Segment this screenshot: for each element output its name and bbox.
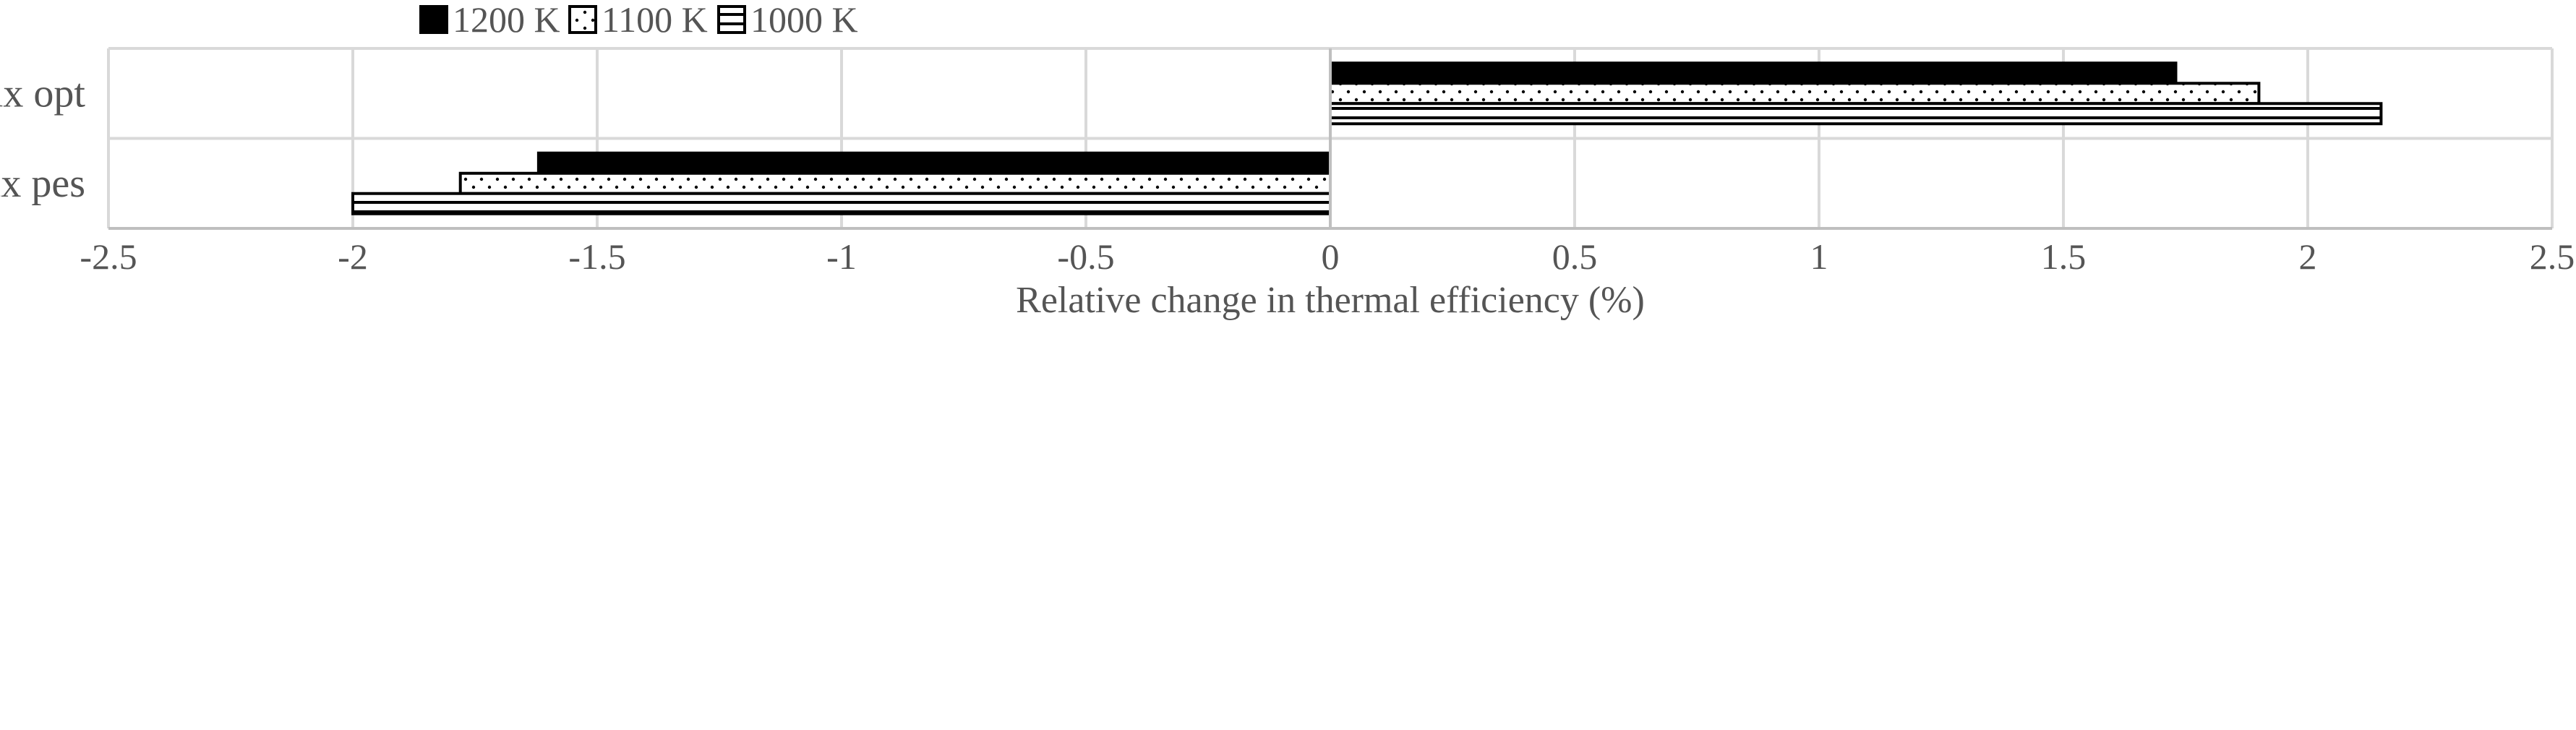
category-label: Mix opt (0, 71, 85, 116)
x-tick-label: -2 (338, 236, 368, 277)
x-tick-label: -1 (826, 236, 857, 277)
bar-1200-k-mix-opt (1329, 61, 2178, 85)
x-tick-label: 1 (1810, 236, 1828, 277)
x-tick-label: 2 (2299, 236, 2317, 277)
legend-label: 1100 K (602, 0, 708, 40)
x-tick-label: 1.5 (2041, 236, 2087, 277)
bar-1000-k-mix-opt (1329, 102, 2383, 126)
legend-label: 1200 K (453, 0, 560, 40)
legend-label: 1000 K (750, 0, 858, 40)
legend-swatch (419, 5, 448, 34)
x-tick-label: -0.5 (1057, 236, 1114, 277)
legend-swatch (717, 5, 746, 34)
x-tick-label: 0.5 (1552, 236, 1598, 277)
x-tick-label: -1.5 (568, 236, 625, 277)
x-axis-title: Relative change in thermal efficiency (%… (1016, 280, 1645, 321)
category-label: Mix pes (0, 161, 85, 206)
x-tick-label: 0 (1322, 236, 1340, 277)
x-tick-label: 2.5 (2530, 236, 2575, 277)
x-tick-label: -2.5 (80, 236, 137, 277)
bar-1100-k-mix-opt (1329, 82, 2261, 106)
bar-1000-k-mix-pes (351, 192, 1332, 215)
legend-swatch (568, 5, 597, 34)
bar-1200-k-mix-pes (536, 151, 1332, 175)
bar-1100-k-mix-pes (458, 171, 1332, 195)
